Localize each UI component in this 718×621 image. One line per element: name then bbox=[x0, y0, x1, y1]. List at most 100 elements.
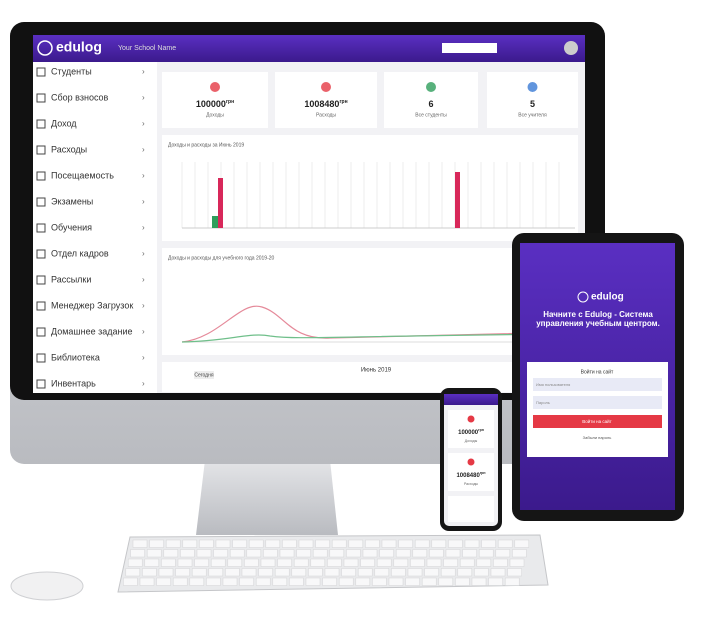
chart-title: Доходы и расходы для учебного года 2019-… bbox=[168, 255, 275, 261]
key bbox=[391, 568, 406, 577]
forgot-link[interactable]: Забыли пароль bbox=[583, 435, 612, 440]
mouse bbox=[10, 571, 84, 601]
key bbox=[260, 558, 276, 567]
key bbox=[123, 577, 138, 586]
key bbox=[440, 568, 456, 577]
key bbox=[346, 549, 361, 558]
key bbox=[343, 558, 359, 567]
stat-unit: грн bbox=[226, 99, 234, 105]
menu-item[interactable]: Посещаемость bbox=[51, 170, 114, 180]
phone-card-unit: грн bbox=[480, 471, 486, 475]
menu-item[interactable]: Менеджер Загрузок bbox=[51, 300, 133, 310]
key bbox=[395, 549, 411, 558]
menu-arrow: › bbox=[142, 327, 145, 336]
key bbox=[277, 558, 292, 567]
key bbox=[156, 577, 171, 586]
search-box[interactable] bbox=[442, 43, 497, 53]
phone-card-label: Доходы bbox=[465, 439, 478, 443]
menu-icon bbox=[36, 197, 46, 207]
key bbox=[139, 577, 155, 586]
login-button[interactable] bbox=[533, 415, 662, 428]
chart-card bbox=[162, 135, 578, 241]
key bbox=[459, 558, 475, 567]
today[interactable]: Сегодня bbox=[194, 372, 213, 378]
stat-icon bbox=[426, 82, 436, 92]
menu-item[interactable]: Домашнее задание bbox=[51, 326, 133, 336]
stat-value: 100000грн bbox=[196, 99, 234, 109]
stat-card bbox=[384, 72, 478, 128]
key bbox=[146, 549, 162, 558]
menu-arrow: › bbox=[142, 379, 145, 388]
menu-icon bbox=[36, 353, 46, 363]
stat-card bbox=[162, 72, 268, 128]
menu-item[interactable]: Обучения bbox=[51, 222, 92, 232]
menu: Студенты › Сбор взносов › Доход › Расходы › Посе… bbox=[36, 66, 145, 389]
key bbox=[180, 549, 195, 558]
avatar[interactable] bbox=[564, 41, 578, 55]
menu-icon bbox=[36, 275, 46, 285]
key bbox=[481, 539, 496, 548]
menu-arrow: › bbox=[142, 353, 145, 362]
key bbox=[329, 549, 345, 558]
menu-item[interactable]: Библиотека bbox=[51, 352, 100, 362]
key bbox=[244, 558, 259, 567]
key bbox=[246, 549, 262, 558]
menu-arrow: › bbox=[142, 171, 145, 180]
today-button[interactable] bbox=[194, 371, 214, 379]
stat-number: 100000 bbox=[196, 99, 226, 109]
key bbox=[445, 549, 461, 558]
key bbox=[393, 558, 409, 567]
key bbox=[474, 568, 489, 577]
key bbox=[229, 549, 245, 558]
menu-arrow: › bbox=[142, 145, 145, 154]
phone-card bbox=[448, 496, 494, 522]
menu-arrow: › bbox=[142, 301, 145, 310]
menu-item[interactable]: Отдел кадров bbox=[51, 248, 109, 258]
key bbox=[355, 577, 371, 586]
menu-item[interactable]: Инвентарь bbox=[51, 378, 96, 388]
login-button-label[interactable]: Войти на сайт bbox=[582, 418, 611, 424]
key bbox=[293, 558, 309, 567]
key bbox=[476, 558, 492, 567]
key bbox=[213, 549, 228, 558]
phone-card-icon bbox=[467, 415, 475, 423]
key bbox=[398, 539, 413, 548]
menu-icon bbox=[36, 327, 46, 337]
stat-label: Расходы bbox=[316, 112, 336, 118]
key bbox=[497, 539, 513, 548]
key bbox=[215, 539, 231, 548]
stat-label: Все учителя bbox=[518, 112, 547, 118]
stat-unit: грн bbox=[339, 99, 347, 105]
menu-item[interactable]: Расходы bbox=[51, 144, 87, 154]
menu-item[interactable]: Экзамены bbox=[51, 196, 93, 206]
key bbox=[421, 577, 437, 586]
sidebar bbox=[33, 62, 157, 393]
chart-title: Доходы и расходы за Июнь 2019 bbox=[168, 142, 244, 148]
menu-item[interactable]: Рассылки bbox=[51, 274, 91, 284]
menu-arrow: › bbox=[142, 223, 145, 232]
password-field[interactable] bbox=[533, 396, 662, 409]
bar bbox=[455, 172, 460, 228]
menu-arrow: › bbox=[142, 197, 145, 206]
stat-label: Доходы bbox=[206, 112, 224, 118]
stat-value: 5 bbox=[530, 99, 535, 109]
tablet-title-box: Начните с Edulog - Система управления уч… bbox=[536, 310, 660, 328]
username-field[interactable] bbox=[533, 378, 662, 391]
key bbox=[312, 549, 328, 558]
key bbox=[405, 577, 420, 586]
menu-item[interactable]: Сбор взносов bbox=[51, 92, 109, 102]
key bbox=[163, 549, 179, 558]
stat-value: 1008480грн bbox=[304, 99, 347, 109]
menu-item[interactable]: Студенты bbox=[51, 66, 92, 76]
password: Пароль bbox=[536, 400, 550, 405]
menu-item[interactable]: Доход bbox=[51, 118, 77, 128]
key bbox=[127, 558, 143, 567]
key bbox=[305, 577, 321, 586]
stand bbox=[196, 460, 338, 535]
key bbox=[338, 577, 354, 586]
key bbox=[357, 568, 373, 577]
key bbox=[289, 577, 304, 586]
